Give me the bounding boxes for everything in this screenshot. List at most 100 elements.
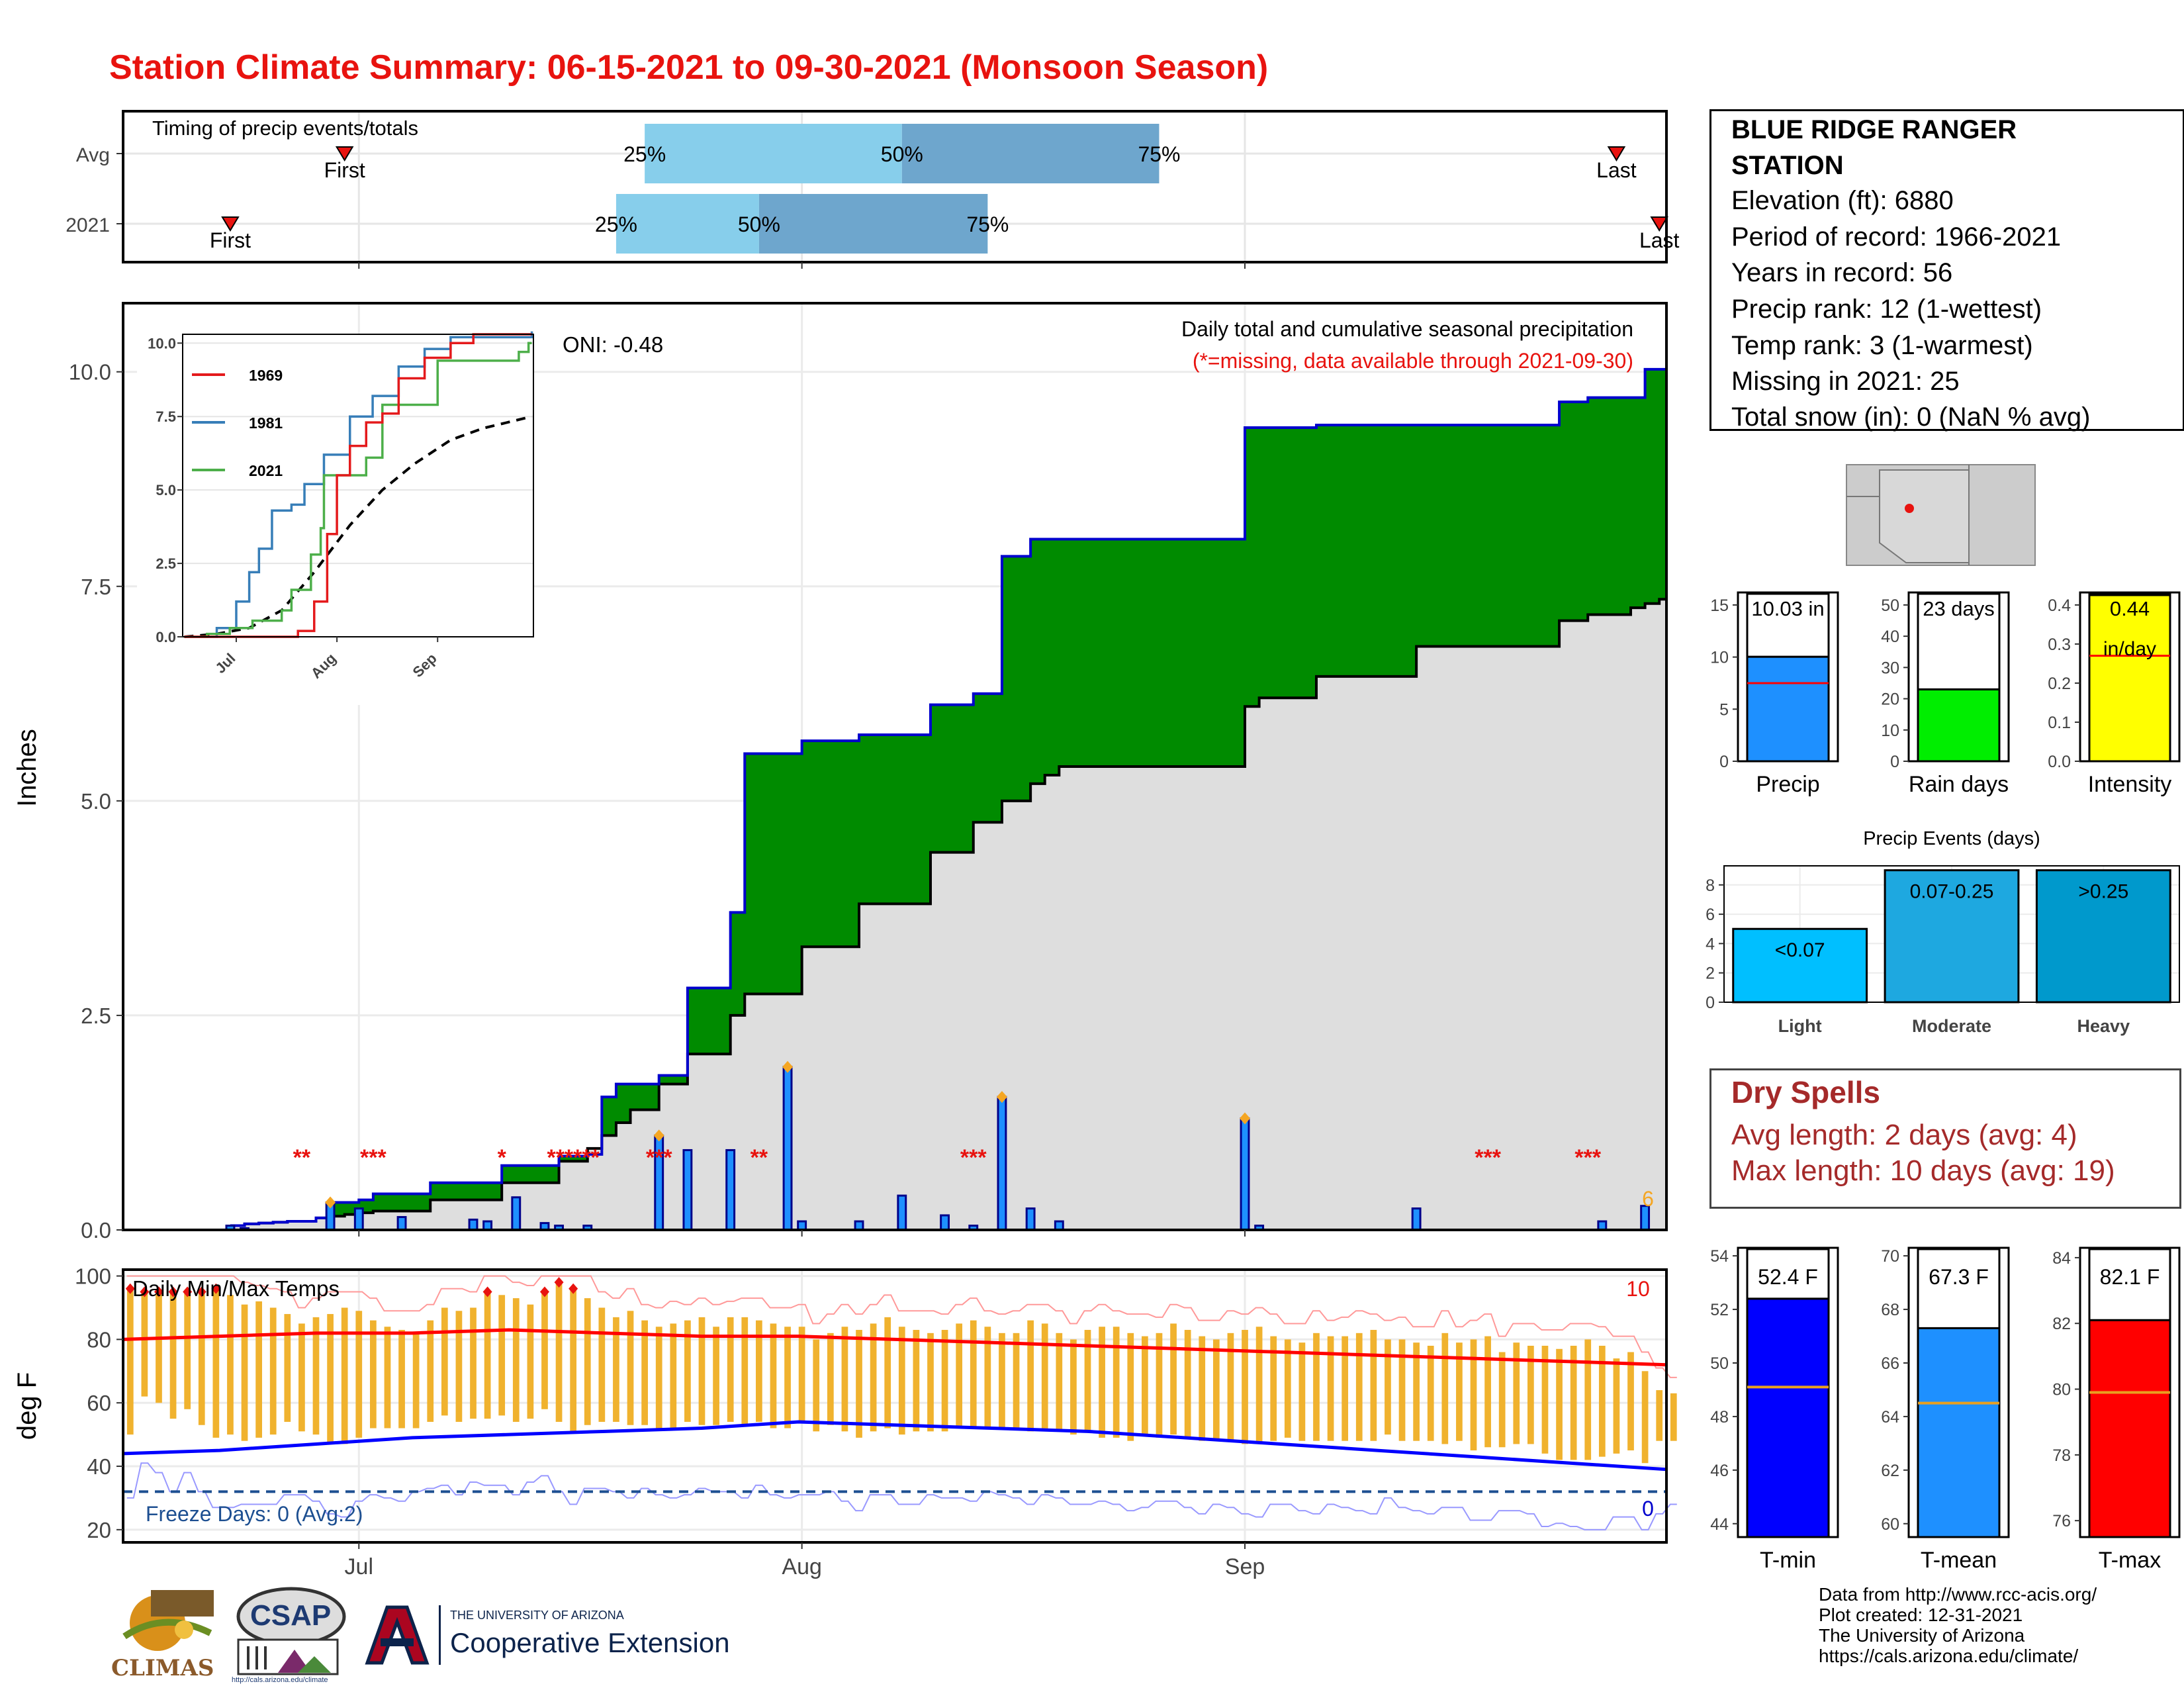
average-cumulative-line xyxy=(230,598,1666,1227)
daily-temp-bar xyxy=(355,1311,363,1438)
inset-series-1969 xyxy=(184,333,532,638)
daily-temp-bar xyxy=(1613,1358,1620,1454)
daily-temp-bar xyxy=(141,1291,148,1397)
missing-data-marker: ** xyxy=(751,1145,768,1170)
summary-value-label: 0.44 xyxy=(2110,597,2150,620)
tbar-border xyxy=(2079,1246,2181,1538)
daily-temp-bar xyxy=(1342,1336,1349,1441)
ua-small-text: THE UNIVERSITY OF ARIZONA xyxy=(450,1609,624,1622)
summary-ytick-label: 20 xyxy=(1881,690,1899,709)
missing-data-marker: ** xyxy=(293,1145,311,1170)
timing-row-label: 2021 xyxy=(66,214,110,236)
timing-q25-label: 25% xyxy=(595,212,637,236)
csap-cloud-graphic xyxy=(236,1587,346,1675)
record-max-marker xyxy=(168,1286,178,1297)
precip-border xyxy=(122,302,1668,1231)
record-max-marker xyxy=(154,1286,163,1297)
timing-q50-label: 50% xyxy=(881,142,923,166)
precip-event-value-label: 0.07-0.25 xyxy=(1910,881,1994,903)
events-ytick-label: 0 xyxy=(1706,994,1715,1012)
temp-summary-value-label: 67.3 F xyxy=(1929,1265,1989,1289)
daily-temp-bar xyxy=(670,1323,677,1429)
daily-temp-bar xyxy=(227,1295,234,1435)
daily-precip-bar xyxy=(725,1149,736,1231)
arizona-map xyxy=(1846,464,2036,566)
inset-series-2021 xyxy=(184,342,532,638)
daily-temp-bar xyxy=(1041,1323,1048,1432)
daily-temp-bar xyxy=(727,1317,734,1422)
csap-logo: CSAP http://cals.arizona.edu/climate xyxy=(232,1583,351,1686)
precip-events-chart: Precip Events (days) <0.07 Light 0.07-0.25 M… xyxy=(1706,828,2180,1036)
daily-temp-bar xyxy=(184,1291,191,1409)
record-low-line xyxy=(126,1462,1677,1530)
tbar-ytick-label: 48 xyxy=(1710,1408,1729,1427)
summary-ytick-label: 5 xyxy=(1719,700,1729,719)
daily-temp-bar xyxy=(1298,1342,1306,1441)
daily-temp-bar xyxy=(1570,1345,1577,1460)
record-max-marker xyxy=(125,1283,135,1294)
daily-temp-bar xyxy=(298,1323,305,1432)
daily-temp-bar xyxy=(741,1317,749,1425)
station-elevation: Elevation (ft): 6880 xyxy=(1731,186,1954,215)
month-xtick-label: Jul xyxy=(345,1554,373,1579)
daily-temp-bar xyxy=(1284,1339,1291,1438)
daily-temp-bar xyxy=(412,1333,420,1429)
ua-divider xyxy=(439,1605,441,1665)
temp-summary-xlabel: T-min xyxy=(1760,1548,1816,1573)
precip-ytick-label: 7.5 xyxy=(81,575,111,599)
tbar-ytick-label: 62 xyxy=(1881,1462,1899,1480)
temp-summary-bar xyxy=(2088,1319,2171,1538)
daily-precip-bar xyxy=(1411,1207,1422,1231)
daily-temp-bar xyxy=(241,1304,248,1441)
precip-ytick-label: 5.0 xyxy=(81,789,111,814)
station-name-line2: STATION xyxy=(1731,151,1844,180)
summary-ytick-label: 0 xyxy=(1890,753,1899,771)
daily-temp-bar xyxy=(1127,1333,1134,1441)
summary-ytick-label: 0.0 xyxy=(2048,753,2071,771)
tbar-ytick-label: 80 xyxy=(2052,1381,2071,1399)
max-precip-marker xyxy=(653,1129,664,1142)
daily-temp-bar xyxy=(1227,1333,1234,1441)
daily-temp-bar xyxy=(1556,1348,1563,1460)
climas-logo: CLIMAS xyxy=(111,1583,217,1683)
temp-ytick-label: 20 xyxy=(87,1518,111,1542)
credit-line: Plot created: 12-31-2021 xyxy=(1819,1605,2023,1625)
record-max-marker xyxy=(211,1283,221,1294)
daily-temp-bar xyxy=(1070,1339,1077,1435)
daily-temp-bar xyxy=(1142,1336,1148,1435)
daily-temp-bar xyxy=(584,1298,591,1425)
precip-event-bar xyxy=(1732,927,1868,1004)
record-max-marker xyxy=(183,1286,193,1297)
tbar-ytick-label: 66 xyxy=(1881,1354,1899,1373)
daily-temp-bar xyxy=(1370,1330,1377,1441)
record-max-marker xyxy=(539,1286,549,1297)
daily-precip-bar xyxy=(997,1096,1007,1231)
daily-temp-bar xyxy=(1355,1333,1363,1441)
daily-temp-bar xyxy=(169,1291,177,1419)
record-high-line xyxy=(126,1275,1677,1378)
precip-panel-subtitle: (*=missing, data available through 2021-… xyxy=(1193,349,1633,373)
summary-border xyxy=(1737,591,1839,763)
daily-temp-bar xyxy=(1156,1333,1163,1438)
daily-temp-bar xyxy=(770,1323,777,1429)
daily-temp-bar xyxy=(684,1320,691,1422)
climas-text: CLIMAS xyxy=(111,1655,214,1681)
daily-temp-bar xyxy=(1184,1330,1191,1438)
temp-label-box xyxy=(1746,1248,1830,1300)
events-border xyxy=(1723,865,2180,1003)
summary-value-label: 23 days xyxy=(1923,597,1995,620)
events-ytick-label: 8 xyxy=(1706,876,1715,895)
daily-temp-bar xyxy=(1498,1352,1506,1448)
timing-row-label: Avg xyxy=(76,144,110,166)
daily-temp-bar xyxy=(784,1327,791,1429)
climas-sun-graphic xyxy=(122,1590,214,1651)
daily-precip-bar xyxy=(897,1194,907,1231)
last-event-marker xyxy=(1650,216,1668,232)
ua-a-graphic xyxy=(365,1605,430,1665)
daily-precip-bar xyxy=(782,1066,793,1231)
daily-precip-bar xyxy=(940,1214,950,1231)
daily-temp-bar xyxy=(384,1327,391,1429)
daily-temp-bar xyxy=(698,1317,705,1425)
